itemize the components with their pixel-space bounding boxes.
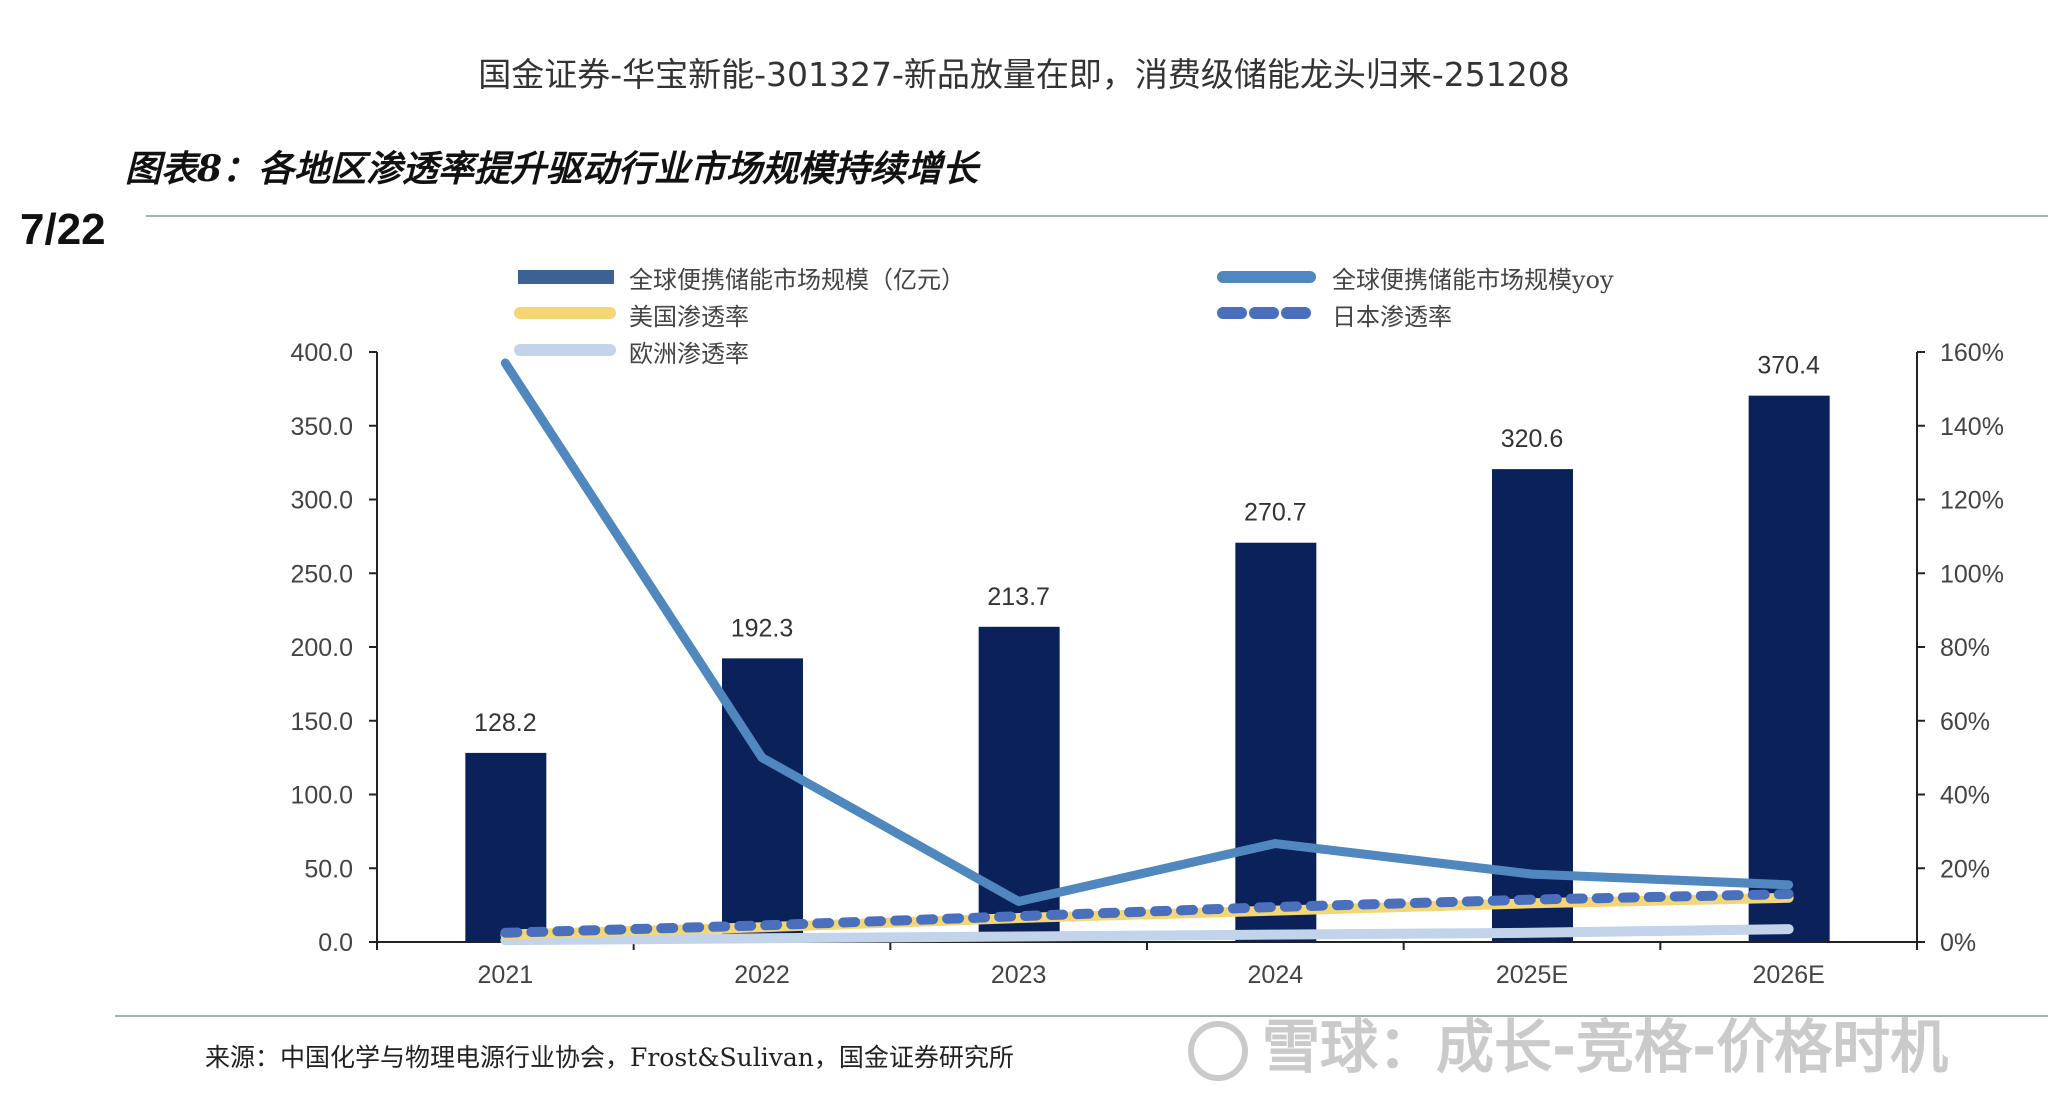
right-axis-tick-label: 100%: [1940, 560, 2004, 588]
legend-label: 全球便携储能市场规模yoy: [1332, 266, 1614, 294]
right-axis-tick-label: 0%: [1940, 929, 1976, 957]
legend-label: 日本渗透率: [1332, 303, 1452, 331]
legend-swatch-dashed: [1217, 307, 1317, 319]
x-axis-tick-label: 2023: [991, 961, 1047, 989]
left-axis-tick-label: 50.0: [304, 855, 353, 883]
bar-data-label: 192.3: [731, 614, 794, 642]
legend-swatch-line: [1217, 271, 1316, 283]
left-axis-tick-label: 400.0: [290, 339, 353, 367]
right-axis-tick-label: 160%: [1940, 339, 2004, 367]
left-axis-tick-label: 200.0: [290, 634, 353, 662]
bar-2021: [465, 752, 547, 942]
line-series-日本渗透率: [500, 889, 1794, 938]
bar-2024: [1235, 542, 1317, 942]
bar-data-label: 270.7: [1244, 499, 1307, 527]
line-series-全球便携储能市场规模yoy: [500, 358, 1794, 906]
page-indicator: 7/22: [20, 205, 106, 254]
legend-swatch-line: [514, 307, 616, 319]
legend-swatch-line: [514, 344, 616, 356]
bar-2026E: [1748, 395, 1830, 942]
bar-data-label: 320.6: [1501, 425, 1564, 453]
legend-swatch-bar: [518, 270, 614, 284]
left-axis-tick-label: 250.0: [290, 560, 353, 588]
x-axis-tick-label: 2025E: [1496, 961, 1568, 989]
bar-2025E: [1492, 469, 1573, 942]
right-axis-tick-label: 60%: [1940, 708, 1990, 736]
x-axis-tick-label: 2026E: [1753, 961, 1825, 989]
watermark: 雪球：成长-竞格-价格时机: [1188, 1000, 1948, 1084]
left-axis-tick-label: 300.0: [290, 487, 353, 515]
bottom-divider: [115, 1015, 2048, 1017]
x-axis-tick-label: 2024: [1248, 961, 1304, 989]
x-axis-tick-label: 2021: [478, 961, 534, 989]
figure-title: 图表8：各地区渗透率提升驱动行业市场规模持续增长: [125, 148, 979, 190]
legend-label: 欧洲渗透率: [629, 340, 749, 368]
right-axis-tick-label: 80%: [1940, 634, 1990, 662]
bar-data-label: 213.7: [987, 583, 1050, 611]
line-series-欧洲渗透率: [500, 924, 1794, 946]
document-header: 国金证券-华宝新能-301327-新品放量在即，消费级储能龙头归来-251208: [478, 55, 1570, 94]
right-axis-tick-label: 140%: [1940, 413, 2004, 441]
watermark-logo-icon: [1188, 1020, 1248, 1081]
watermark-text: 雪球：成长-竞格-价格时机: [1262, 1013, 1949, 1081]
x-axis-tick-label: 2022: [734, 961, 790, 989]
left-axis-tick-label: 0.0: [318, 929, 353, 957]
left-axis-tick-label: 350.0: [290, 413, 353, 441]
bar-2022: [722, 658, 803, 942]
left-axis-tick-label: 100.0: [290, 782, 353, 810]
top-divider: [146, 215, 2048, 217]
legend-label: 全球便携储能市场规模（亿元）: [629, 266, 965, 294]
legend-label: 美国渗透率: [629, 303, 749, 331]
bar-data-label: 370.4: [1757, 352, 1820, 380]
right-axis-tick-label: 40%: [1940, 782, 1990, 810]
right-axis-tick-label: 120%: [1940, 487, 2004, 515]
right-axis-tick-label: 20%: [1940, 855, 1990, 883]
left-axis-tick-label: 150.0: [290, 708, 353, 736]
bar-data-label: 128.2: [474, 709, 537, 737]
source-note: 来源：中国化学与物理电源行业协会，Frost&Sulivan，国金证券研究所: [205, 1043, 1014, 1072]
